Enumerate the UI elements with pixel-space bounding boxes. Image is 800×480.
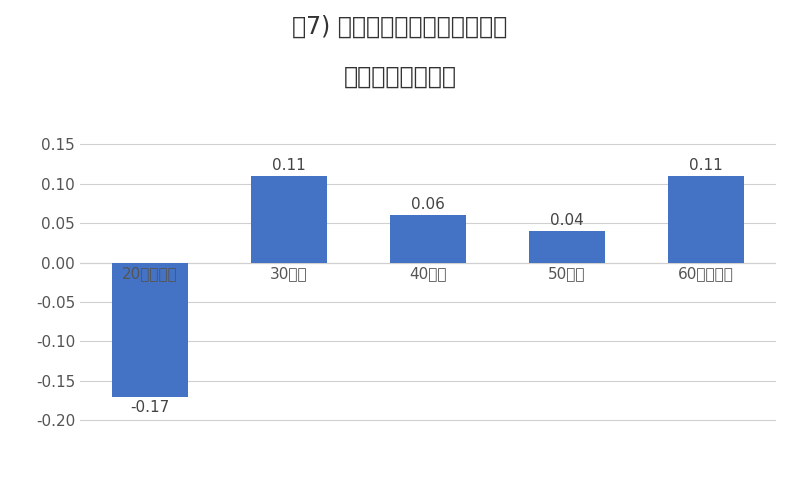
Text: 50歳代: 50歳代 [548,266,586,281]
Text: 図7) 年代別の前回調査との比較: 図7) 年代別の前回調査との比較 [292,14,508,38]
Bar [112,263,188,396]
Bar [529,231,606,263]
Text: 0.06: 0.06 [411,197,445,212]
Bar [668,176,744,263]
Text: （継続勤務意欲）: （継続勤務意欲） [343,65,457,89]
Text: 30歳代: 30歳代 [270,266,308,281]
Text: 0.04: 0.04 [550,213,584,228]
Text: 0.11: 0.11 [272,158,306,173]
Text: 40歳代: 40歳代 [410,266,446,281]
Text: -0.17: -0.17 [130,400,170,416]
Text: 60歳代以上: 60歳代以上 [678,266,734,281]
Bar [390,216,466,263]
Text: 0.11: 0.11 [690,158,723,173]
Bar [250,176,327,263]
Text: 20歳代以下: 20歳代以下 [122,266,178,281]
